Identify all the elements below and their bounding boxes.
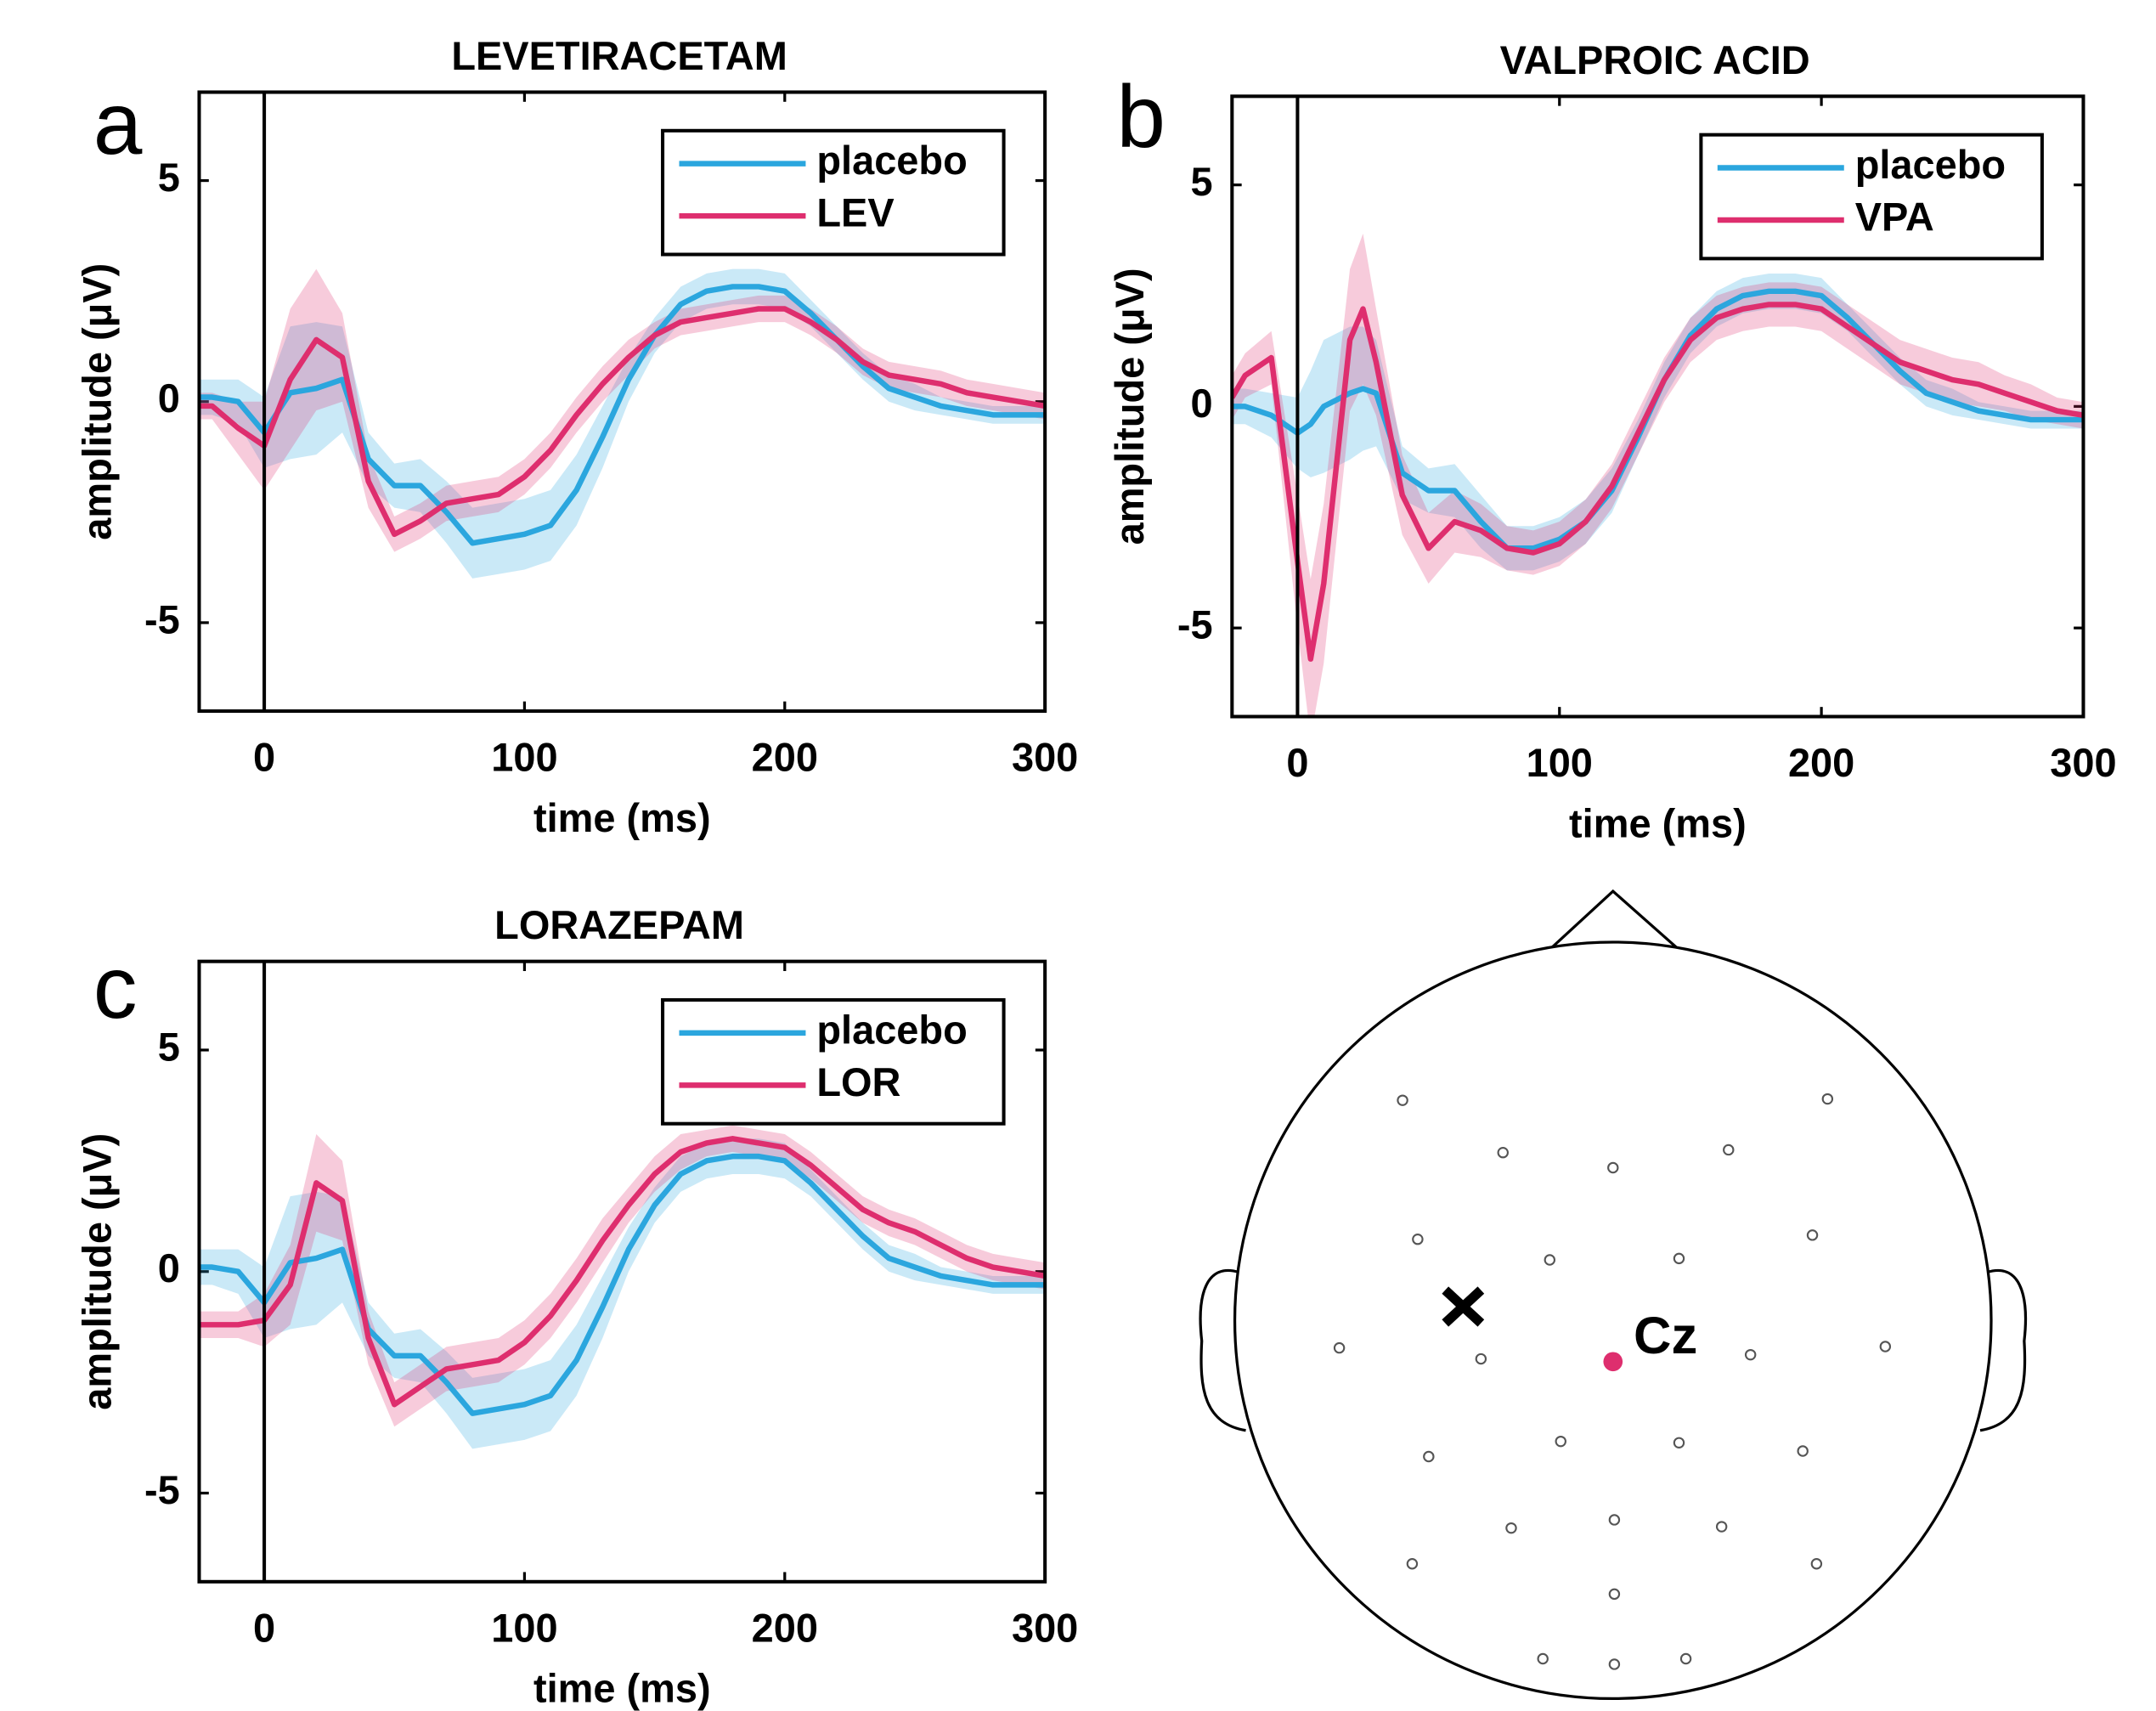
electrode xyxy=(1423,1450,1435,1463)
y-axis-label: amplitude (μV) xyxy=(1107,268,1152,545)
plot-frame xyxy=(1230,94,2085,719)
electrode xyxy=(1608,1588,1621,1601)
head-outline xyxy=(1233,940,1993,1701)
legend-label: VPA xyxy=(1855,194,1934,239)
x-tick-label: 300 xyxy=(2050,740,2116,785)
confidence-band xyxy=(199,1138,1046,1449)
legend: placebo LEV xyxy=(661,128,1006,257)
panel-label: b xyxy=(1116,67,1165,166)
x-tick-label: 300 xyxy=(1012,1606,1078,1651)
y-tick-label: 5 xyxy=(1191,159,1213,204)
electrode xyxy=(1397,1094,1408,1106)
left-ear xyxy=(1199,1269,1246,1432)
x-axis-label: time (ms) xyxy=(533,795,711,840)
y-tick-label: -5 xyxy=(1177,602,1213,647)
legend: placebo VPA xyxy=(1699,133,2044,261)
electrode xyxy=(1505,1522,1517,1534)
electrode xyxy=(1679,1652,1692,1665)
electrode xyxy=(1406,1558,1419,1570)
y-tick-label: 5 xyxy=(158,1024,180,1069)
electrode-label: Cz xyxy=(1634,1307,1697,1365)
y-tick-label: 0 xyxy=(1191,381,1213,426)
electrode xyxy=(1412,1233,1424,1245)
head-map xyxy=(1199,889,2028,1701)
electrode xyxy=(1806,1229,1819,1241)
legend-label: placebo xyxy=(816,1007,967,1052)
x-tick-label: 200 xyxy=(752,1606,818,1651)
legend-label: placebo xyxy=(816,138,967,183)
y-axis-label: amplitude (μV) xyxy=(74,263,119,540)
chart-title: LEVETIRACETAM xyxy=(451,33,787,78)
series-line xyxy=(199,284,1046,546)
plot-content xyxy=(199,1125,1046,1449)
x-tick-label: 0 xyxy=(253,1606,275,1651)
chart-title: LORAZEPAM xyxy=(494,902,744,947)
legend-label: placebo xyxy=(1855,142,2006,187)
legend: placebo LOR xyxy=(661,997,1006,1126)
electrode xyxy=(1333,1341,1346,1354)
series-line xyxy=(1232,302,2084,662)
cz-electrode xyxy=(1603,1352,1623,1372)
legend-label: LEV xyxy=(816,190,894,235)
right-ear xyxy=(1979,1269,2028,1432)
electrode xyxy=(1497,1146,1509,1159)
electrode xyxy=(1537,1652,1549,1665)
electrode xyxy=(1810,1558,1823,1570)
panel-label: c xyxy=(93,938,138,1036)
plot-content xyxy=(1232,234,2084,717)
series-line xyxy=(199,306,1046,538)
x-tick-label: 0 xyxy=(253,735,275,780)
y-tick-label: -5 xyxy=(144,596,180,641)
panel-label: a xyxy=(93,74,143,172)
y-tick-label: -5 xyxy=(144,1467,180,1512)
electrode xyxy=(1797,1445,1809,1457)
confidence-band xyxy=(199,268,1046,579)
y-tick-label: 0 xyxy=(158,1245,180,1290)
x-axis-label: time (ms) xyxy=(1569,800,1747,845)
x-tick-label: 100 xyxy=(491,1606,557,1651)
nose xyxy=(1543,889,1686,956)
electrode xyxy=(1673,1437,1685,1449)
chart-panel: b VALPROIC ACID time (ms) amplitude (μV) 0 10… xyxy=(1107,37,2116,846)
legend-label: LOR xyxy=(816,1059,900,1104)
x-tick-label: 300 xyxy=(1012,735,1078,780)
x-tick-label: 200 xyxy=(752,735,818,780)
plot-content xyxy=(199,268,1046,579)
electrode xyxy=(1744,1348,1757,1361)
legend-box xyxy=(661,997,1006,1126)
x-axis-label: time (ms) xyxy=(533,1666,711,1711)
electrode xyxy=(1544,1254,1556,1266)
plot-frame xyxy=(197,90,1047,714)
legend-box xyxy=(1699,133,2044,261)
electrode xyxy=(1607,1161,1619,1174)
series-line xyxy=(199,1153,1046,1416)
series-line xyxy=(199,1136,1046,1408)
electrode xyxy=(1715,1521,1728,1533)
x-tick-label: 100 xyxy=(491,735,557,780)
electrode xyxy=(1723,1143,1735,1156)
chart-panel: c LORAZEPAM time (ms) amplitude (μV) 0 100 200… xyxy=(74,902,1078,1711)
x-tick-label: 0 xyxy=(1286,740,1308,785)
confidence-band xyxy=(1232,234,2084,717)
electrode xyxy=(1821,1093,1834,1105)
electrode xyxy=(1673,1252,1685,1265)
plot-frame xyxy=(197,959,1047,1584)
electrodes xyxy=(1333,1093,1892,1670)
electrode xyxy=(1475,1352,1487,1365)
y-tick-label: 0 xyxy=(158,376,180,421)
electrode xyxy=(1555,1435,1566,1448)
x-tick-label: 100 xyxy=(1527,740,1593,785)
y-tick-label: 5 xyxy=(158,155,180,200)
x-tick-label: 200 xyxy=(1788,740,1854,785)
cross-marker xyxy=(1442,1286,1485,1327)
confidence-band xyxy=(1232,273,2084,571)
electrode xyxy=(1608,1514,1621,1526)
y-axis-label: amplitude (μV) xyxy=(74,1133,119,1410)
electrode xyxy=(1879,1341,1892,1352)
legend-box xyxy=(661,128,1006,257)
electrode xyxy=(1608,1658,1621,1670)
chart-panel: a LEVETIRACETAM time (ms) amplitude (μV) 0 10… xyxy=(74,33,1078,840)
chart-title: VALPROIC ACID xyxy=(1500,37,1810,82)
